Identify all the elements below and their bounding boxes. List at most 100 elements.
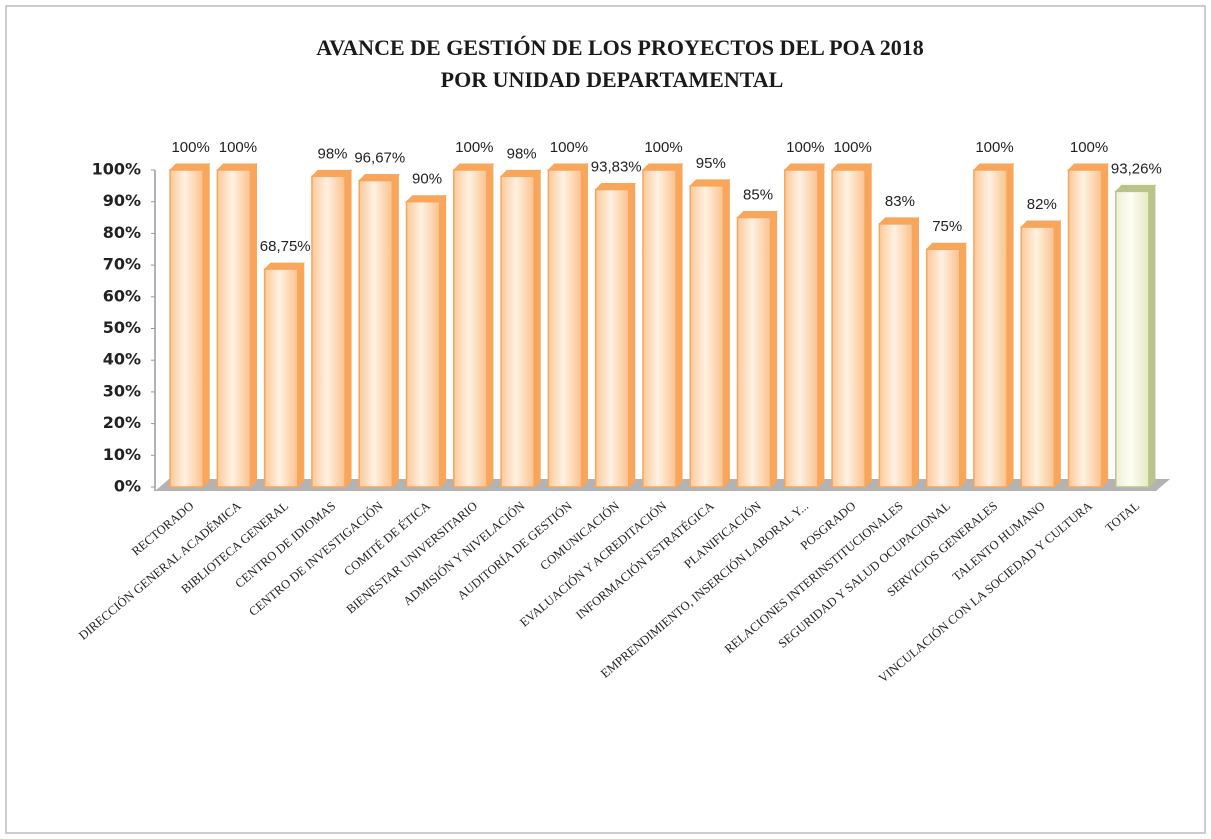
value-label: 100%	[786, 139, 824, 156]
value-label: 90%	[412, 171, 442, 188]
bar-side	[297, 261, 305, 489]
bar-top	[1020, 220, 1062, 228]
bar-top	[452, 163, 495, 171]
bar	[500, 175, 535, 488]
bar	[973, 169, 1008, 488]
bar-side	[249, 162, 257, 489]
x-tick-label: DIRECCIÓN GENERAL ACADÉMICA	[76, 499, 244, 643]
bar-top	[1067, 163, 1109, 171]
bar	[925, 248, 961, 488]
bar-top	[972, 163, 1015, 171]
chart-title: AVANCE DE GESTIÓN DE LOS PROYECTOS DEL P…	[316, 35, 924, 60]
bar-side	[770, 210, 778, 489]
bar-side	[202, 162, 210, 489]
y-tick-label: 90%	[103, 191, 141, 210]
bar	[453, 169, 488, 488]
y-tick-label: 40%	[103, 350, 141, 369]
bar-side	[817, 162, 825, 489]
value-label: 82%	[1027, 196, 1057, 213]
x-tick-label: COMITÉ DE ÉTICA	[341, 499, 432, 579]
bar-side	[1006, 162, 1014, 489]
value-label: 100%	[644, 139, 682, 156]
value-label: 100%	[171, 139, 209, 156]
bar-top	[405, 195, 447, 203]
bar-top	[263, 262, 305, 270]
value-label: 100%	[975, 139, 1013, 156]
y-tick-label: 50%	[103, 318, 141, 337]
value-label: 100%	[455, 139, 493, 156]
bar-top	[783, 163, 826, 171]
bar-top	[358, 174, 400, 182]
bar-top	[736, 211, 778, 219]
value-label: 100%	[1070, 139, 1108, 156]
bar	[169, 169, 204, 488]
bar-top	[594, 183, 636, 191]
bar-top	[878, 217, 920, 225]
bar-side	[1148, 184, 1156, 489]
x-tick-label: TOTAL	[1103, 499, 1142, 535]
bar-side	[628, 182, 636, 489]
bar	[216, 169, 252, 488]
y-tick-label: 60%	[103, 286, 141, 305]
bar	[358, 179, 394, 488]
bar-top	[689, 179, 731, 187]
bar-side	[391, 173, 399, 489]
value-label: 98%	[507, 145, 537, 162]
bar-top	[310, 169, 353, 177]
value-label: 83%	[885, 193, 915, 210]
bar-side	[911, 216, 919, 489]
bar	[1115, 190, 1150, 488]
bar	[1067, 169, 1103, 488]
bar-side	[580, 162, 588, 489]
bar	[878, 223, 914, 488]
bar-side	[344, 169, 352, 489]
value-label: 100%	[550, 139, 588, 156]
bar	[784, 169, 819, 488]
value-label: 68,75%	[260, 238, 311, 255]
x-tick-label: RELACIONES INTERINSTITUCIONALES	[722, 499, 906, 656]
y-tick-label: 0%	[114, 477, 141, 496]
x-tick-label: COMUNICACIÓN	[537, 499, 622, 573]
bar-side	[1053, 219, 1061, 489]
y-tick-label: 10%	[103, 445, 141, 464]
y-tick-label: 80%	[103, 223, 141, 242]
bar-side	[722, 178, 730, 489]
bar-top	[925, 242, 967, 250]
value-label: 85%	[743, 187, 773, 204]
value-label: 93,26%	[1111, 160, 1162, 177]
bar-top	[499, 169, 542, 177]
bar-side	[1101, 162, 1109, 489]
value-label: 95%	[696, 155, 726, 172]
bar-side	[533, 169, 541, 489]
value-label: 96,67%	[354, 150, 405, 167]
chart-subtitle: POR UNIDAD DEPARTAMENTAL	[441, 67, 784, 92]
y-tick-label: 30%	[103, 381, 141, 400]
bar	[594, 188, 630, 488]
value-label: 98%	[317, 145, 347, 162]
bar	[1020, 226, 1056, 488]
bar-side	[864, 162, 872, 489]
bar	[263, 268, 299, 488]
bar	[642, 169, 677, 488]
bar-top	[216, 163, 258, 171]
x-tick-label: SEGURIDAD Y SALUD OCUPACIONAL	[776, 499, 953, 651]
value-label: 100%	[219, 139, 257, 156]
bar	[547, 169, 583, 488]
frame	[5, 5, 1206, 834]
value-label: 100%	[833, 139, 871, 156]
bar-side	[675, 162, 683, 489]
bar	[689, 185, 725, 488]
y-tick-label: 70%	[103, 255, 141, 274]
value-label: 75%	[932, 218, 962, 235]
bar-top	[641, 163, 684, 171]
bar-side	[486, 162, 494, 489]
bar-top	[1114, 184, 1157, 192]
bar	[311, 175, 346, 488]
bar-side	[439, 194, 447, 489]
bar-top	[547, 163, 589, 171]
bar	[736, 216, 772, 488]
bar	[831, 169, 866, 488]
bar-side	[959, 242, 967, 489]
y-tick-label: 20%	[103, 413, 141, 432]
